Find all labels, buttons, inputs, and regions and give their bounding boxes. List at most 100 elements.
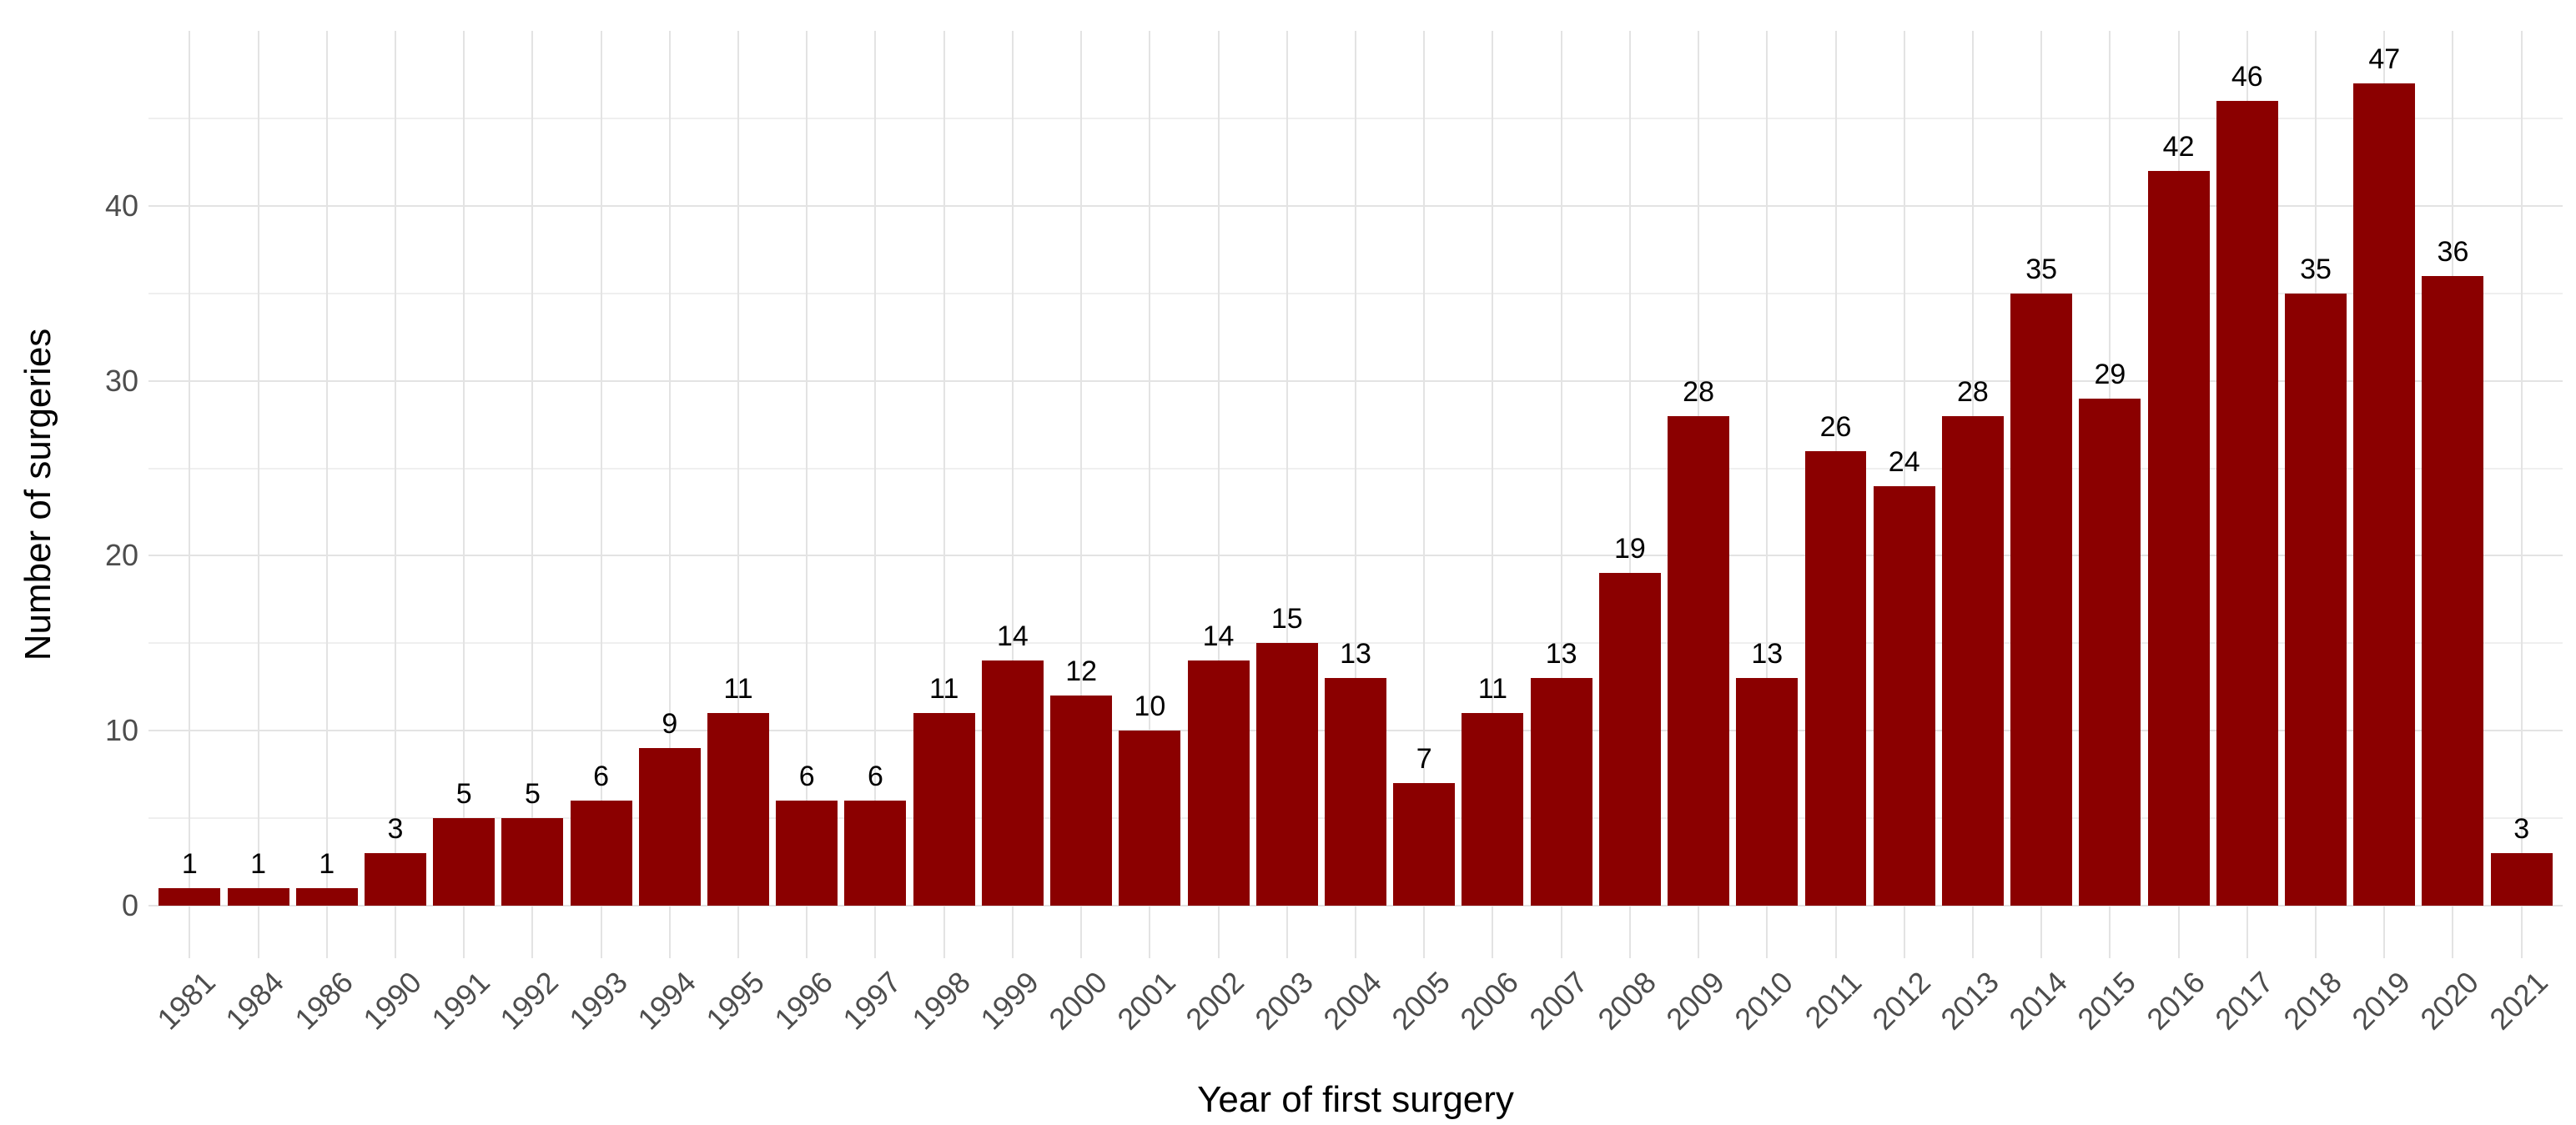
- bar-value-label-2017: 46: [2231, 60, 2263, 93]
- y-tick-label-30: 30: [104, 363, 138, 398]
- x-tick-label-2011: 2011: [1798, 964, 1869, 1035]
- x-tick-label-2001: 2001: [1110, 964, 1183, 1037]
- bar-2013: [1941, 415, 2004, 907]
- x-tick-label-2006: 2006: [1453, 964, 1526, 1037]
- gridline-x-2006: [1492, 31, 1494, 958]
- gridline-x-2008: [1628, 31, 1631, 958]
- plot-panel: 1 1 1 3 5 5 6 9 11 6 6 11 14 12 10 14 15 13 7 11 13 19 28 13 26 2…: [148, 31, 2563, 958]
- x-tick-label-1991: 1991: [425, 964, 497, 1037]
- bar-2019: [2353, 83, 2416, 907]
- x-tick-label-2002: 2002: [1179, 964, 1251, 1037]
- bar-value-label-2000: 12: [1065, 655, 1098, 688]
- bar-value-label-2002: 14: [1202, 620, 1235, 653]
- x-tick-label-2009: 2009: [1659, 964, 1731, 1037]
- gridline-x-2001: [1149, 31, 1151, 958]
- bar-value-label-2004: 13: [1340, 638, 1371, 670]
- bar-value-label-1996: 6: [798, 761, 815, 793]
- gridline-x-1994: [668, 31, 671, 958]
- bar-value-label-1994: 9: [662, 708, 678, 741]
- x-tick-label-2013: 2013: [1934, 964, 2005, 1037]
- x-tick-label-1990: 1990: [356, 964, 428, 1037]
- gridline-x-2021: [2520, 31, 2523, 958]
- gridline-x-2004: [1355, 31, 1356, 958]
- gridline-x-2002: [1217, 31, 1220, 958]
- bar-2006: [1462, 713, 1524, 907]
- y-axis-title: Number of surgeries: [18, 328, 58, 661]
- bar-1991: [433, 818, 496, 907]
- bar-value-label-2010: 13: [1751, 638, 1784, 670]
- bar-value-label-2013: 28: [1957, 375, 1989, 408]
- bar-2003: [1255, 643, 1318, 907]
- x-tick-label-1984: 1984: [219, 964, 291, 1037]
- gridline-x-2007: [1560, 31, 1562, 958]
- x-tick-label-2005: 2005: [1385, 964, 1457, 1037]
- bar-1997: [844, 801, 907, 907]
- x-tick-label-1992: 1992: [493, 964, 566, 1037]
- bar-2005: [1393, 783, 1456, 907]
- bar-value-label-2012: 24: [1888, 445, 1920, 478]
- bar-1995: [707, 713, 770, 907]
- gridline-x-1999: [1011, 31, 1014, 958]
- bar-2020: [2422, 275, 2484, 907]
- bar-value-label-1991: 5: [455, 778, 472, 811]
- x-tick-label-1981: 1981: [150, 964, 223, 1037]
- bar-value-label-2011: 26: [1819, 410, 1852, 443]
- gridline-x-1981: [189, 31, 191, 958]
- bar-value-label-2018: 35: [2300, 253, 2332, 285]
- bar-2021: [2490, 853, 2553, 907]
- x-tick-label-2021: 2021: [2482, 964, 2554, 1037]
- bar-value-label-2005: 7: [1416, 743, 1432, 776]
- y-tick-label-10: 10: [104, 713, 138, 748]
- bar-value-label-1995: 11: [723, 673, 753, 706]
- x-tick-label-2000: 2000: [1042, 964, 1114, 1037]
- bar-2008: [1598, 573, 1661, 907]
- bar-1993: [570, 801, 632, 907]
- bar-2012: [1873, 485, 1935, 907]
- bar-value-label-2003: 15: [1270, 603, 1303, 635]
- bar-2016: [2147, 170, 2210, 907]
- bar-1992: [501, 818, 564, 907]
- gridline-x-2005: [1423, 31, 1426, 958]
- bar-2011: [1804, 450, 1867, 907]
- bar-value-label-2019: 47: [2368, 43, 2401, 75]
- bar-value-label-1997: 6: [868, 761, 883, 793]
- bar-2000: [1050, 696, 1113, 907]
- bar-value-label-1999: 14: [996, 620, 1029, 653]
- bar-value-label-2001: 10: [1134, 691, 1166, 723]
- bar-value-label-1990: 3: [387, 813, 404, 846]
- x-tick-label-1997: 1997: [836, 964, 908, 1037]
- x-tick-label-2014: 2014: [2002, 964, 2075, 1037]
- bar-1986: [295, 888, 358, 907]
- bar-value-label-1984: 1: [250, 848, 266, 881]
- gridline-x-1984: [257, 31, 259, 958]
- bar-1981: [158, 888, 221, 907]
- bar-1984: [227, 888, 289, 907]
- bar-2017: [2216, 100, 2278, 907]
- bar-2007: [1530, 678, 1592, 907]
- x-tick-label-2004: 2004: [1316, 964, 1388, 1037]
- bar-2010: [1736, 678, 1799, 907]
- gridline-x-1995: [737, 31, 740, 958]
- bar-value-label-2009: 28: [1683, 375, 1714, 408]
- x-tick-label-2017: 2017: [2208, 964, 2280, 1037]
- gridline-x-1986: [325, 31, 328, 958]
- bar-value-label-2021: 3: [2513, 813, 2530, 846]
- bar-value-label-1992: 5: [524, 778, 541, 811]
- gridline-x-2010: [1766, 31, 1768, 958]
- x-tick-label-2019: 2019: [2345, 964, 2418, 1037]
- bar-value-label-1998: 11: [929, 673, 959, 706]
- bar-1999: [981, 660, 1044, 907]
- y-tick-label-20: 20: [104, 538, 138, 573]
- x-tick-label-2020: 2020: [2413, 964, 2486, 1037]
- bar-value-label-2016: 42: [2162, 130, 2195, 163]
- x-tick-label-1993: 1993: [561, 964, 634, 1037]
- x-tick-label-2012: 2012: [1864, 964, 1937, 1037]
- gridline-x-1991: [463, 31, 465, 958]
- x-tick-label-1995: 1995: [699, 964, 771, 1037]
- gridline-x-2000: [1080, 31, 1083, 958]
- bar-1998: [913, 713, 975, 907]
- gridline-x-1996: [806, 31, 808, 958]
- bar-value-label-2015: 29: [2094, 358, 2126, 390]
- x-tick-label-2010: 2010: [1728, 964, 1800, 1037]
